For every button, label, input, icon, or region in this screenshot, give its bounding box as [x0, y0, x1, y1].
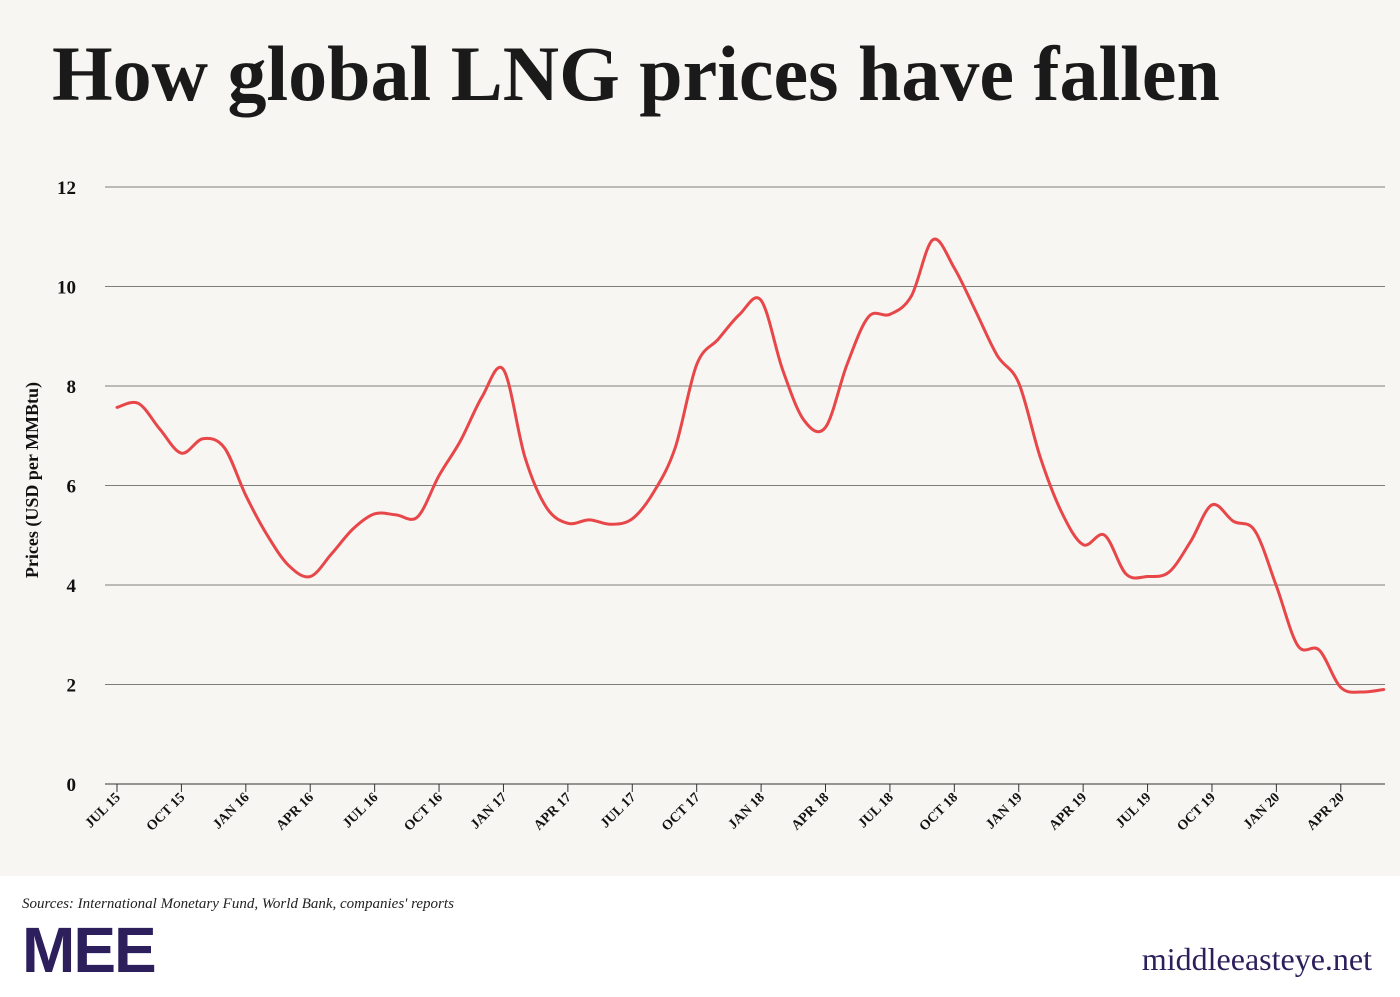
- site-name: middleeasteye.net: [1142, 941, 1372, 977]
- y-axis-label: Prices (USD per MMBtu): [22, 382, 43, 578]
- brand-logo: MEE: [22, 914, 155, 986]
- y-tick-label: 6: [67, 477, 77, 498]
- y-tick-label: 0: [67, 775, 77, 796]
- chart-background: [0, 0, 1400, 876]
- y-tick-label: 10: [57, 278, 76, 299]
- y-tick-label: 2: [67, 676, 77, 697]
- y-tick-label: 4: [67, 576, 77, 597]
- y-tick-label: 12: [57, 178, 76, 199]
- y-tick-label: 8: [67, 377, 77, 398]
- source-note: Sources: International Monetary Fund, Wo…: [22, 896, 454, 912]
- price-line: [115, 237, 1386, 694]
- chart-title: How global LNG prices have fallen: [52, 30, 1220, 117]
